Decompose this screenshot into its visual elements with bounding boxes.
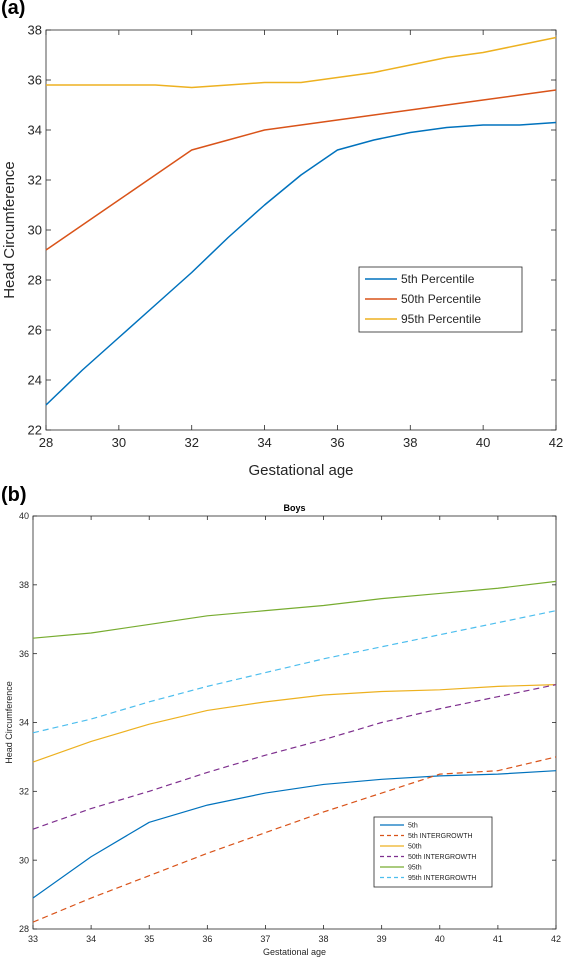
legend-label: 5th: [408, 822, 418, 829]
y-tick-label: 32: [19, 786, 29, 796]
legend-box: [373, 816, 493, 888]
legend-label: 95th INTERGROWTH: [408, 875, 476, 882]
x-tick-label: 38: [403, 435, 417, 450]
plot-area: [45, 29, 557, 431]
y-tick-label: 40: [19, 511, 29, 521]
y-tick-label: 34: [28, 123, 42, 138]
y-tick-label: 34: [19, 718, 29, 728]
x-tick-label: 28: [39, 435, 53, 450]
y-tick-label: 30: [28, 223, 42, 238]
series-line-4: [32, 684, 557, 830]
x-tick-label: 41: [493, 934, 503, 944]
panel-label-b: (b): [1, 484, 27, 506]
y-tick-label: 32: [28, 173, 42, 188]
legend: 5th Percentile 50th Percentile 95th Percen…: [358, 266, 523, 333]
y-tick-label: 28: [19, 924, 29, 934]
legend-label: 95th: [408, 864, 422, 871]
y-axis-label: Head Circumference: [1, 161, 18, 299]
legend-label: 5th Percentile: [401, 272, 475, 286]
y-tick-label: 38: [28, 23, 42, 38]
x-tick-label: 34: [257, 435, 271, 450]
legend-label: 5th INTERGROWTH: [408, 833, 473, 840]
series-line-5: [32, 580, 557, 639]
x-axis-label: Gestational age: [248, 462, 353, 479]
series-line-3: [46, 36, 557, 89]
x-tick-label: 36: [202, 934, 212, 944]
x-tick-label: 32: [184, 435, 198, 450]
series-line-1: [32, 770, 557, 899]
x-tick-label: 34: [86, 934, 96, 944]
x-tick-label: 37: [260, 934, 270, 944]
series-line-2: [32, 756, 557, 923]
series-line-2: [45, 89, 557, 251]
legend-label: 50th Percentile: [401, 292, 481, 306]
x-tick-label: 33: [28, 934, 38, 944]
y-tick-label: 36: [19, 649, 29, 659]
y-tick-label: 28: [28, 273, 42, 288]
x-tick-label: 39: [377, 934, 387, 944]
y-tick-label: 24: [28, 373, 42, 388]
y-tick-label: 36: [28, 73, 42, 88]
chart-title: Boys: [283, 503, 305, 513]
legend-label: 50th INTERGROWTH: [408, 854, 476, 861]
x-tick-label: 35: [144, 934, 154, 944]
x-tick-label: 40: [476, 435, 490, 450]
chart-a: 28 30 32 34 36 38 40 42 22 24 26 28 30 32 34 36 38 Gestat…: [1, 23, 563, 479]
legend: 5th 5th INTERGROWTH 50th 50th INTERGROWTH 95…: [373, 816, 493, 888]
x-tick-label: 40: [435, 934, 445, 944]
legend-label: 95th Percentile: [401, 312, 481, 326]
x-tick-label: 30: [112, 435, 126, 450]
y-tick-label: 30: [19, 855, 29, 865]
y-tick-label: 22: [28, 423, 42, 438]
chart-b: 33 34 35 36 37 38 39 40 41 42 28 30 32 34 36 38 40 Gestat…: [4, 503, 561, 957]
x-axis-label: Gestational age: [263, 947, 326, 957]
series-line-6: [32, 610, 557, 734]
y-axis-label: Head Circumference: [4, 681, 14, 764]
y-tick-label: 38: [19, 580, 29, 590]
x-tick-label: 36: [330, 435, 344, 450]
legend-label: 50th: [408, 843, 422, 850]
x-tick-label: 38: [319, 934, 329, 944]
series-line-3: [32, 684, 557, 763]
series-line-1: [45, 121, 557, 406]
x-tick-label: 42: [551, 934, 561, 944]
x-tick-label: 42: [549, 435, 563, 450]
y-tick-label: 26: [28, 323, 42, 338]
panel-label-a: (a): [1, 0, 26, 19]
